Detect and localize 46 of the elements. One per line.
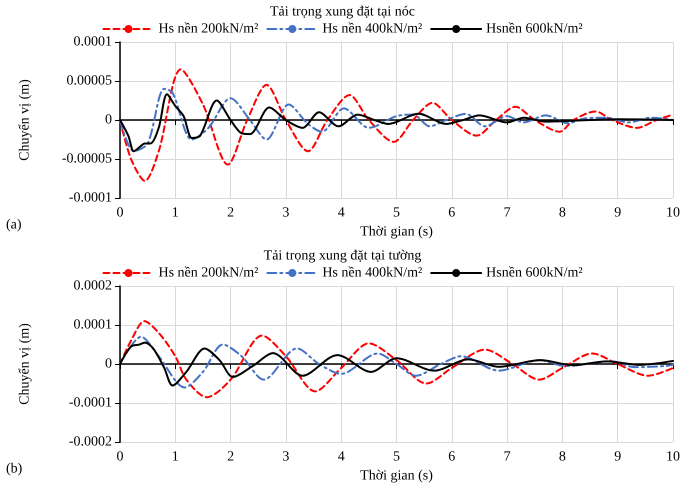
legend-label: Hsnền 600kN/m² <box>486 22 583 36</box>
y-tick-label: 0.00005 <box>66 74 112 89</box>
x-tick-label: 2 <box>227 206 234 221</box>
text: (b) <box>6 462 23 476</box>
x-tick-label: 1 <box>172 206 179 221</box>
x-tick-label: 3 <box>282 206 290 221</box>
x-tick-label: 1 <box>172 450 179 465</box>
x-tick-label: 2 <box>227 450 234 465</box>
chart-title: Tải trọng xung đặt tại tường <box>264 248 422 264</box>
legend-label: Hs nền 200kN/m² <box>158 266 258 280</box>
x-tick-label: 3 <box>282 450 290 465</box>
y-tick-label: 0.0002 <box>74 278 112 294</box>
x-tick-label: 6 <box>448 206 456 221</box>
x-axis-title: Thời gian (s) <box>360 224 434 240</box>
y-tick-label: 0 <box>105 112 112 128</box>
legend-label: Hs nền 200kN/m² <box>158 22 258 36</box>
x-tick-label: 0 <box>116 450 124 465</box>
x-tick-label: 8 <box>558 206 566 221</box>
x-tick-label: 10 <box>666 450 680 465</box>
chart-title: Tải trọng xung đặt tại nóc <box>270 4 416 20</box>
y-tick-label: -0.0001 <box>68 190 112 206</box>
x-tick-label: 7 <box>504 206 511 221</box>
legend-label: Hs nền 400kN/m² <box>322 22 422 36</box>
x-tick-label: 5 <box>393 450 400 465</box>
y-tick-label: -0.0002 <box>68 434 112 450</box>
x-tick-label: 5 <box>393 206 400 221</box>
x-tick-label: 4 <box>338 450 345 465</box>
x-tick-label: 9 <box>614 450 622 465</box>
y-tick-label: 0.0001 <box>74 34 112 50</box>
y-tick-label: -0.0001 <box>68 396 112 411</box>
y-tick-label: 0 <box>105 356 112 372</box>
legend-label: Hsnền 600kN/m² <box>486 266 583 280</box>
x-axis-title: Thời gian (s) <box>360 468 434 484</box>
x-tick-label: 0 <box>116 206 124 221</box>
legend-label: Hs nền 400kN/m² <box>322 266 422 280</box>
x-tick-label: 6 <box>448 450 456 465</box>
x-tick-label: 4 <box>338 206 345 221</box>
text: (a) <box>6 218 22 232</box>
x-tick-label: 8 <box>558 450 566 465</box>
y-tick-label: -0.00005 <box>62 152 112 167</box>
x-tick-label: 7 <box>504 450 511 465</box>
y-tick-label: 0.0001 <box>74 318 112 333</box>
y-axis-title: Chuyển vị (m) <box>18 78 32 161</box>
x-tick-label: 10 <box>666 206 680 221</box>
y-axis-title: Chuyển vị (m) <box>18 322 32 405</box>
x-tick-label: 9 <box>614 206 622 221</box>
